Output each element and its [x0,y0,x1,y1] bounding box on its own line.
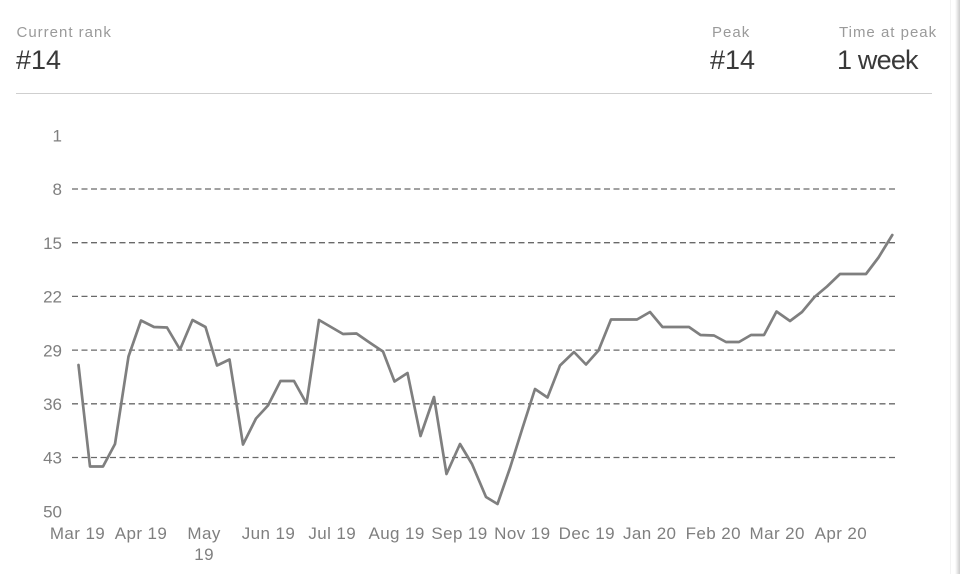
svg-text:Jan 20: Jan 20 [623,524,676,543]
svg-text:29: 29 [43,341,62,360]
svg-text:Feb 20: Feb 20 [686,524,741,543]
svg-text:Nov 19: Nov 19 [494,524,550,543]
svg-text:Dec 19: Dec 19 [559,524,615,543]
svg-text:15: 15 [43,234,62,253]
svg-text:Apr 20: Apr 20 [815,524,868,543]
svg-text:22: 22 [43,288,62,307]
svg-text:43: 43 [43,449,62,468]
svg-text:50: 50 [43,502,62,521]
svg-text:Aug 19: Aug 19 [368,524,424,543]
svg-text:Sep 19: Sep 19 [431,524,487,543]
svg-text:1: 1 [53,127,62,146]
svg-text:Mar 19: Mar 19 [50,524,105,543]
svg-text:8: 8 [53,180,62,199]
svg-text:Jun 19: Jun 19 [242,524,295,543]
svg-text:May: May [187,524,220,543]
svg-text:19: 19 [194,545,214,564]
svg-text:Mar 20: Mar 20 [750,524,805,543]
svg-text:36: 36 [43,395,62,414]
svg-text:Apr 19: Apr 19 [115,524,168,543]
svg-text:Jul 19: Jul 19 [308,524,356,543]
